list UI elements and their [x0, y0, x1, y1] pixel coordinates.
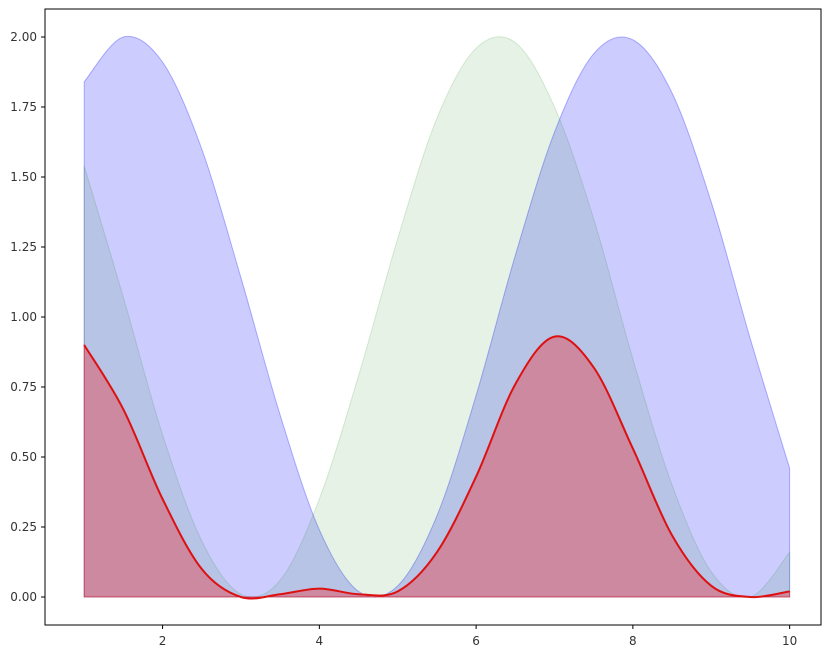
y-tick-label: 1.00	[10, 310, 37, 324]
y-tick-label: 1.50	[10, 170, 37, 184]
x-tick-label: 4	[316, 634, 324, 648]
y-tick-label: 0.50	[10, 450, 37, 464]
y-tick-label: 1.75	[10, 100, 37, 114]
line-series-3	[83, 335, 790, 600]
area-series-0	[83, 35, 791, 598]
y-tick-label: 1.25	[10, 240, 37, 254]
area-series-1	[83, 36, 791, 599]
x-tick-label: 8	[629, 634, 637, 648]
y-tick-label: 0.25	[10, 520, 37, 534]
x-tick-label: 10	[782, 634, 797, 648]
x-tick-label: 2	[159, 634, 167, 648]
axis-layer: 2 4 6 8 10 0.00 0.25 0.50 0.75 1.00 1.25 1.50 1.75 2.…	[10, 30, 797, 648]
y-tick-label: 0.00	[10, 590, 37, 604]
y-tick-label: 2.00	[10, 30, 37, 44]
y-tick-label: 0.75	[10, 380, 37, 394]
series-layer	[83, 35, 791, 600]
x-tick-label: 6	[472, 634, 480, 648]
